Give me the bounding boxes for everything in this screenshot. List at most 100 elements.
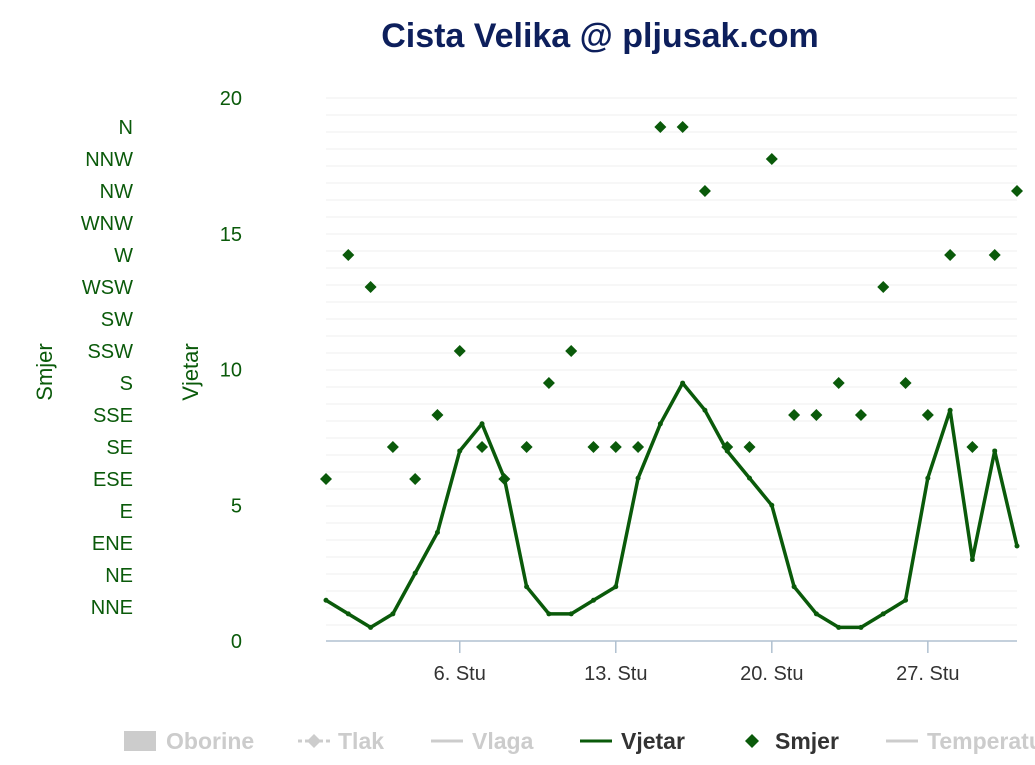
legend-item-tlak[interactable]: Tlak	[298, 728, 384, 754]
wind-point	[635, 475, 641, 481]
direction-tick-label: SSW	[87, 341, 133, 363]
wind-point	[546, 611, 552, 617]
direction-tick-label: SW	[101, 309, 133, 331]
legend-label-oborine: Oborine	[166, 728, 254, 754]
x-tick-label: 27. Stu	[896, 663, 959, 685]
direction-point	[810, 409, 823, 421]
direction-point	[832, 377, 845, 389]
wind-point	[992, 448, 998, 454]
direction-tick-label: NE	[105, 565, 133, 587]
wind-point	[680, 380, 686, 386]
wind-point	[925, 475, 931, 481]
direction-point	[921, 409, 934, 421]
direction-tick-label: S	[120, 373, 133, 395]
direction-point	[765, 153, 778, 165]
direction-point	[721, 441, 734, 453]
direction-axis: NNE NE ENE E ESE SE SSE S SSW SW WSW W WNW NW NNW N	[81, 117, 133, 619]
wind-point	[390, 611, 396, 617]
direction-tick-label: WSW	[82, 277, 133, 299]
direction-point	[899, 377, 912, 389]
wind-axis-title: Vjetar	[178, 343, 203, 400]
direction-point	[698, 185, 711, 197]
direction-tick-label: NNE	[91, 597, 133, 619]
wind-point	[524, 584, 530, 590]
wind-point	[702, 407, 708, 413]
legend-marker-smjer	[745, 734, 759, 748]
legend-item-vlaga[interactable]: Vlaga	[431, 728, 534, 754]
direction-point	[431, 409, 444, 421]
wind-point	[969, 557, 975, 563]
wind-point	[345, 611, 351, 617]
direction-axis-title: Smjer	[32, 343, 57, 400]
wind-point	[947, 407, 953, 413]
wind-tick-label: 0	[231, 631, 242, 653]
direction-point	[386, 441, 399, 453]
direction-tick-label: N	[119, 117, 133, 139]
direction-point	[609, 441, 622, 453]
wind-point	[323, 597, 329, 603]
wind-tick-label: 10	[220, 360, 242, 382]
legend: Oborine Tlak Vlaga Vjetar Smjer Temperat…	[124, 728, 1035, 754]
x-tick-label: 6. Stu	[434, 663, 486, 685]
wind-point	[368, 624, 374, 630]
direction-point	[654, 121, 667, 133]
direction-point	[320, 473, 332, 485]
wind-point	[457, 448, 463, 454]
x-axis: 6. Stu 13. Stu 20. Stu 27. Stu	[326, 640, 1017, 685]
wind-tick-label: 15	[220, 224, 242, 246]
direction-tick-label: NNW	[85, 149, 133, 171]
direction-point	[498, 473, 511, 485]
direction-point	[988, 249, 1001, 261]
direction-point	[966, 441, 979, 453]
direction-point	[565, 345, 578, 357]
direction-point	[944, 249, 957, 261]
direction-point	[342, 249, 355, 261]
wind-point	[880, 611, 886, 617]
legend-item-smjer[interactable]: Smjer	[745, 728, 839, 754]
wind-point	[747, 475, 753, 481]
wind-speed-axis: 0 5 10 15 20	[220, 88, 242, 653]
direction-tick-label: E	[120, 501, 133, 523]
wind-point	[791, 584, 797, 590]
legend-item-temperatura[interactable]: Temperatura	[886, 728, 1035, 754]
direction-point	[632, 441, 645, 453]
legend-swatch-oborine	[124, 731, 156, 751]
legend-label-tlak: Tlak	[338, 728, 384, 754]
grid	[326, 97, 1017, 626]
legend-marker-tlak	[307, 734, 321, 748]
direction-tick-label: WNW	[81, 213, 133, 235]
x-tick-label: 20. Stu	[740, 663, 803, 685]
legend-item-vjetar[interactable]: Vjetar	[580, 728, 685, 754]
direction-point	[676, 121, 689, 133]
legend-item-oborine[interactable]: Oborine	[124, 728, 254, 754]
wind-point	[412, 570, 418, 576]
direction-tick-label: SSE	[93, 405, 133, 427]
wind-point	[590, 597, 596, 603]
wind-point	[769, 502, 775, 508]
wind-point	[1014, 543, 1020, 549]
direction-point	[364, 281, 377, 293]
direction-tick-label: NW	[100, 181, 133, 203]
legend-label-vjetar: Vjetar	[621, 728, 685, 754]
direction-point	[1011, 185, 1023, 197]
chart-title: Cista Velika @ pljusak.com	[381, 17, 819, 55]
direction-point	[743, 441, 756, 453]
wind-point	[479, 421, 485, 427]
direction-tick-label: W	[114, 245, 133, 267]
wind-point	[434, 529, 440, 535]
wind-point	[836, 624, 842, 630]
direction-point	[476, 441, 489, 453]
wind-tick-label: 20	[220, 88, 242, 110]
wind-point	[858, 624, 864, 630]
x-tick-label: 13. Stu	[584, 663, 647, 685]
direction-point	[877, 281, 890, 293]
legend-label-smjer: Smjer	[775, 728, 839, 754]
wind-series-line	[325, 381, 1019, 630]
direction-tick-label: ENE	[92, 533, 133, 555]
wind-point	[568, 611, 574, 617]
direction-point	[788, 409, 801, 421]
direction-tick-label: SE	[106, 437, 133, 459]
wind-tick-label: 5	[231, 495, 242, 517]
wind-point	[613, 584, 619, 590]
direction-point	[520, 441, 533, 453]
